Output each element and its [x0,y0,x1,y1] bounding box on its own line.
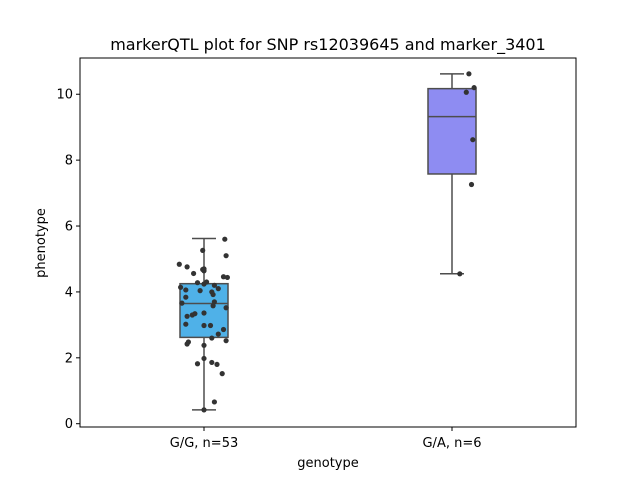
points-layer [176,71,477,413]
data-point [194,361,201,367]
data-point [222,236,228,242]
data-point [219,371,225,377]
data-point [220,326,227,333]
data-point [179,300,185,306]
data-point [215,286,221,292]
data-point [184,313,190,319]
y-axis-label: phenotype [34,208,49,278]
data-point [200,247,206,254]
y-tick-label: 2 [65,351,73,366]
data-point [176,261,182,267]
data-point [220,274,227,280]
y-tick-label: 10 [56,88,73,103]
data-point [201,407,207,413]
data-point [178,284,184,290]
x-tick-label: G/G, n=53 [170,436,238,451]
data-point [197,288,203,294]
y-tick-label: 0 [65,417,73,432]
y-tick-label: 4 [65,285,73,300]
data-point [183,294,189,300]
data-point [466,71,472,77]
x-axis-label: genotype [297,456,358,471]
data-point [223,305,229,311]
data-point [191,270,197,277]
data-point [468,181,475,188]
data-point [201,355,207,362]
data-point [201,266,207,272]
data-point [210,303,216,309]
data-point [211,282,217,288]
plot-frame [79,57,577,428]
data-point [457,271,463,277]
data-point [224,274,230,281]
data-point [470,137,476,143]
data-point [209,359,215,366]
data-point [192,311,198,317]
plot-area [80,58,576,427]
data-point [214,361,220,368]
data-point [211,399,217,405]
box-iqr [427,87,477,175]
data-point [201,310,207,316]
y-tick-label: 8 [65,154,73,169]
data-point [183,321,189,327]
data-point [201,322,207,329]
data-point [207,322,214,329]
data-point [204,279,210,285]
data-point [463,89,469,95]
data-point [223,338,229,344]
data-point [209,289,215,295]
data-point [185,339,191,345]
data-point [471,85,477,91]
data-point [201,342,207,348]
data-point [194,280,201,286]
data-point [209,335,215,341]
x-tick-label: G/A, n=6 [422,436,481,451]
y-tick-label: 6 [65,220,73,235]
data-point [183,287,189,293]
data-point [211,299,217,305]
data-point [215,331,221,337]
chart-title: markerQTL plot for SNP rs12039645 and ma… [110,35,546,55]
data-point [223,253,229,259]
axes-layer: 0 2 4 6 8 10 G/G, n=53 G/A, n=6 [56,88,481,451]
data-point [184,264,190,270]
